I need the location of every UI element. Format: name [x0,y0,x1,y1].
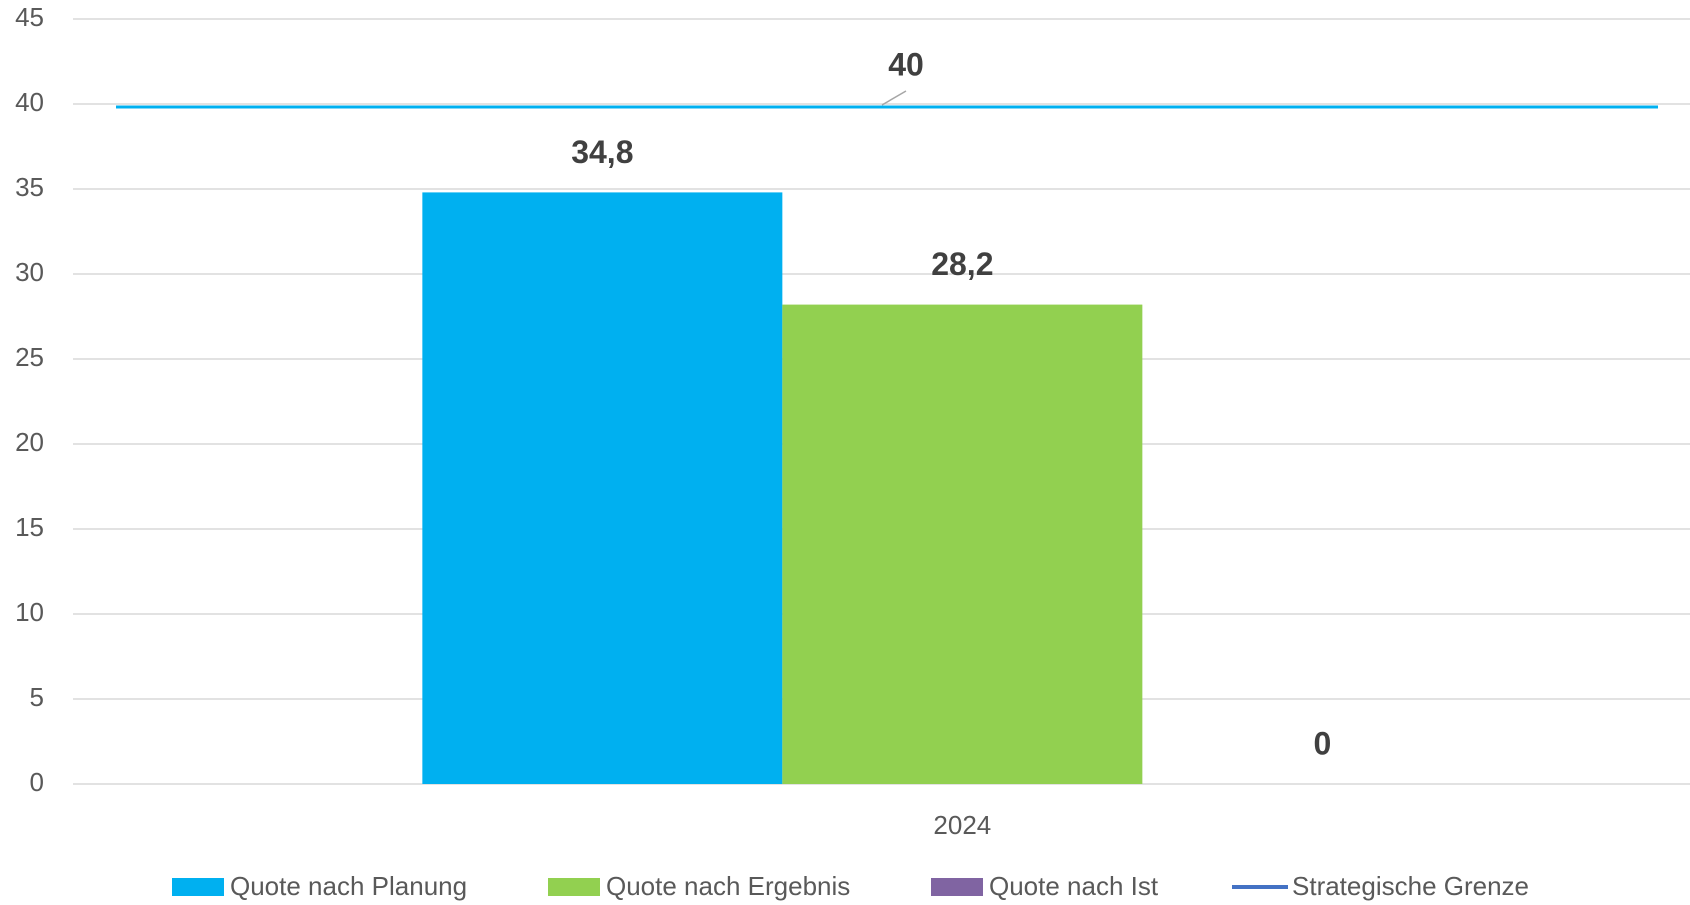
legend-swatch [931,878,983,896]
y-tick-label: 10 [15,597,44,627]
y-tick-label: 25 [15,342,44,372]
value-label: 34,8 [571,134,633,170]
y-tick-label: 45 [15,2,44,32]
leader-line [881,90,907,106]
y-tick-label: 0 [30,767,44,797]
legend-label: Quote nach Planung [230,871,467,901]
value-label: 0 [1313,725,1331,761]
legend-label: Strategische Grenze [1292,871,1529,901]
value-label: 40 [888,46,924,82]
value-label: 28,2 [931,246,993,282]
y-tick-label: 20 [15,427,44,457]
y-tick-label: 15 [15,512,44,542]
y-tick-label: 30 [15,257,44,287]
y-tick-label: 40 [15,87,44,117]
bar [782,304,1143,784]
legend-swatch [548,878,600,896]
legend-label: Quote nach Ist [989,871,1159,901]
legend-swatch [172,878,224,896]
x-tick-label: 2024 [933,810,991,840]
legend-label: Quote nach Ergebnis [606,871,850,901]
y-tick-label: 5 [30,682,44,712]
bar [422,192,783,784]
y-tick-label: 35 [15,172,44,202]
